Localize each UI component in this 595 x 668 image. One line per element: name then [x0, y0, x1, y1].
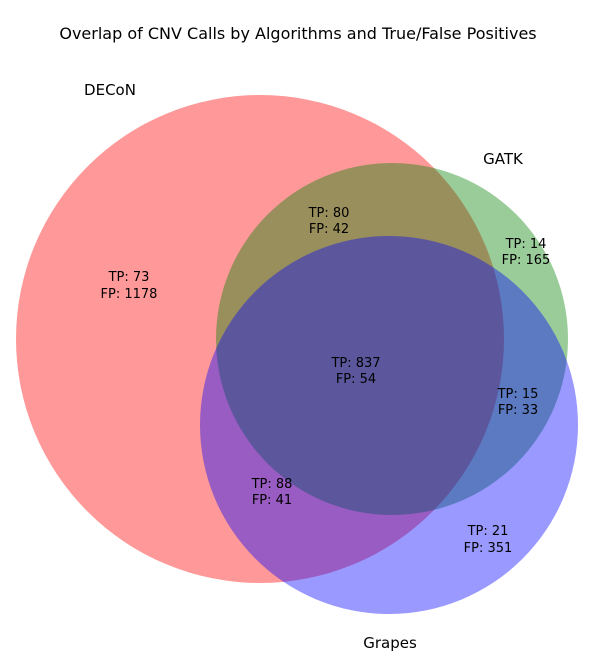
- region-decon-only: TP: 73 FP: 1178: [101, 270, 158, 302]
- region-tp: TP: 73: [108, 270, 150, 285]
- region-decon-gatk: TP: 80 FP: 42: [308, 206, 350, 237]
- chart-title: Overlap of CNV Calls by Algorithms and T…: [59, 24, 536, 43]
- region-all-three: TP: 837 FP: 54: [330, 356, 380, 387]
- region-tp: TP: 15: [497, 387, 539, 402]
- region-tp: TP: 14: [505, 237, 547, 252]
- gatk-circle: [216, 163, 568, 515]
- region-fp: FP: 351: [464, 541, 513, 556]
- set-label-grapes: Grapes: [363, 634, 417, 652]
- venn-circles: [16, 95, 578, 614]
- region-tp: TP: 88: [251, 477, 293, 492]
- region-decon-grapes: TP: 88 FP: 41: [251, 477, 293, 508]
- region-gatk-only: TP: 14 FP: 165: [502, 237, 551, 268]
- region-grapes-only: TP: 21 FP: 351: [464, 524, 513, 556]
- region-fp: FP: 42: [309, 222, 349, 237]
- region-fp: FP: 54: [336, 372, 376, 387]
- set-label-decon: DECoN: [84, 81, 136, 99]
- region-tp: TP: 21: [467, 524, 509, 539]
- region-fp: FP: 1178: [101, 287, 158, 302]
- region-gatk-grapes: TP: 15 FP: 33: [497, 387, 539, 418]
- region-tp: TP: 837: [330, 356, 380, 371]
- region-tp: TP: 80: [308, 206, 350, 221]
- set-label-gatk: GATK: [483, 150, 524, 168]
- region-fp: FP: 33: [498, 403, 538, 418]
- region-fp: FP: 165: [502, 253, 551, 268]
- grapes-circle: [200, 236, 578, 614]
- region-fp: FP: 41: [252, 493, 292, 508]
- decon-circle: [16, 95, 504, 583]
